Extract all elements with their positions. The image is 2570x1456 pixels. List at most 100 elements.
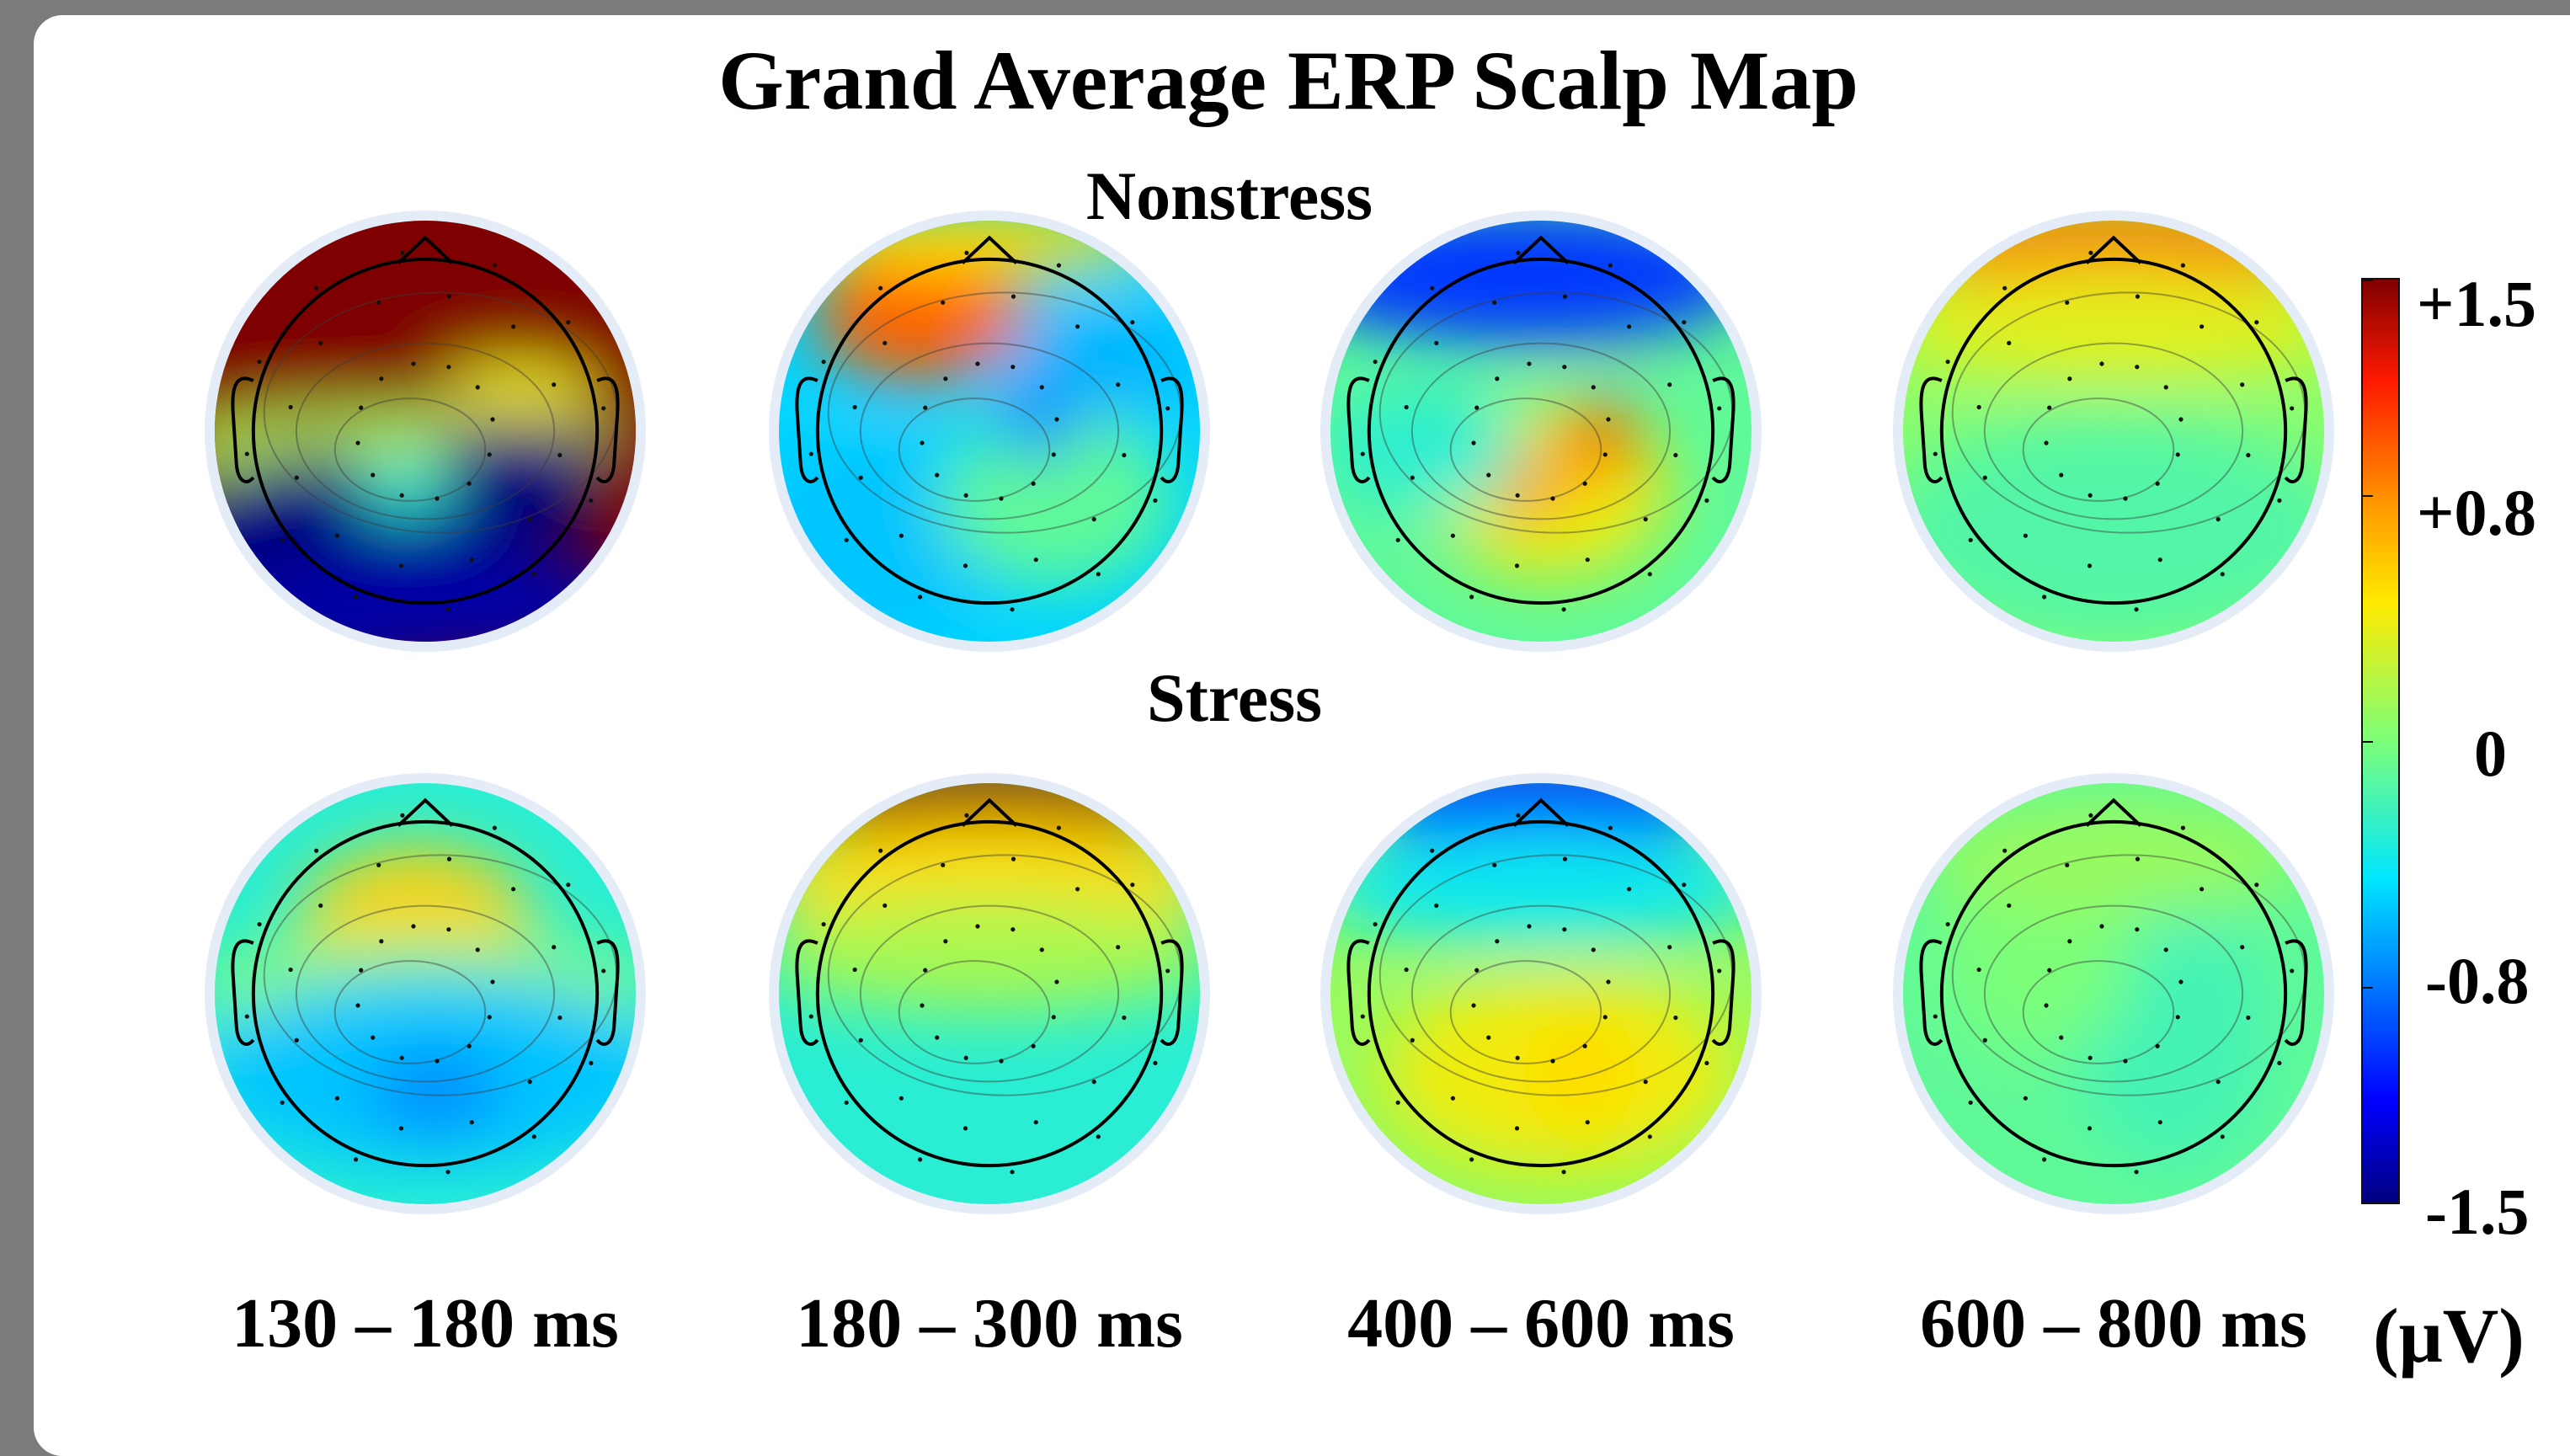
electrode-dot [1010,1170,1015,1175]
electrode-dot [1474,968,1480,973]
electrode-dot [469,557,474,563]
electrode-dot [1096,1134,1101,1139]
potential-region [1560,402,1639,480]
electrode-dot [917,595,923,600]
electrode-dot [1404,404,1409,410]
electrode-dot [2180,263,2186,268]
electrode-dot [1492,300,1497,305]
electrode-dot [1165,406,1170,411]
electrode-dot [2178,417,2183,422]
electrode-dot [963,493,968,498]
head-outline [1939,819,2288,1168]
electrode-dot [1130,320,1135,325]
electrode-dot [1591,947,1596,952]
contour-line [295,904,556,1083]
potential-region [1503,462,1559,518]
electrode-dot [1039,385,1044,390]
electrode-dot [1051,452,1056,457]
potential-region [941,411,1176,588]
electrode-dot [920,1003,925,1008]
contour-line [898,397,1051,502]
electrode-dot [1165,968,1170,973]
electrode-dot [2088,813,2093,818]
electrode-dot [1982,475,1987,480]
electrode-dot [2175,1015,2180,1020]
electrode-dot [257,359,262,365]
electrode-dot [398,563,404,568]
electrode-dot [435,1059,440,1064]
electrode-dot [1430,285,1435,291]
potential-region [813,245,1029,382]
electrode-dot [2023,1096,2028,1101]
electrode-dot [2041,1157,2047,1162]
colorbar-tick [2363,741,2373,743]
electrode-dot [2163,385,2168,390]
head-outline [815,257,1164,605]
electrode-dot [1673,1015,1678,1021]
electrode-dot [1122,452,1127,458]
electrode-dot [1010,927,1016,932]
row-label-stress: Stress [1146,659,1323,736]
contour-line [2022,397,2175,502]
electrode-dot [1410,475,1415,480]
electrode-dot [2135,927,2140,932]
colorbar-tick [2363,987,2373,989]
electrode-dot [1945,921,1950,927]
electrode-dot [2215,517,2221,522]
electrode-dot [2220,1134,2225,1139]
potential-field [1330,221,1752,642]
electrode-dot [1430,848,1435,853]
figure-title: Grand Average ERP Scalp Map [718,34,1858,127]
electrode-dot [359,405,364,410]
electrode-dot [1010,365,1016,370]
potential-field [1903,783,2324,1204]
electrode-dot [1010,856,1016,861]
colorbar-unit-label: (μV) [2373,1293,2525,1379]
electrode-dot [1395,537,1400,542]
nose-icon [2085,235,2142,264]
colorbar-tick-label: -1.5 [2425,1175,2530,1248]
potential-field [779,221,1200,642]
potential-field [779,783,1200,1204]
contour-line [1983,904,2244,1083]
electrode-dot [469,1120,474,1125]
electrode-dot [445,1170,451,1175]
electrode-dot [411,361,416,366]
time-window-label-1: 130 – 180 ms [232,1284,619,1363]
scalp-map-1 [205,211,646,652]
electrode-dot [878,285,883,291]
electrode-dot [2023,533,2028,538]
colorbar [2361,278,2400,1204]
electrode-dot [858,1037,863,1043]
electrode-dot [244,451,249,456]
electrode-dot [1373,359,1378,365]
electrode-dot [962,1126,968,1131]
electrode-dot [314,848,319,853]
electrode-dot [1031,1043,1036,1048]
electrode-dot [411,924,416,929]
scalp-map-8 [1893,773,2334,1214]
electrode-dot [334,1096,339,1101]
electrode-dot [400,250,405,255]
electrode-dot [589,498,594,504]
electrode-dot [1717,968,1722,973]
electrode-dot [2199,887,2205,892]
head-outline [1939,257,2288,605]
electrode-dot [920,440,925,445]
electrode-dot [962,563,968,568]
electrode-dot [2199,324,2205,329]
electrode-dot [1982,1037,1987,1043]
potential-region [779,896,1200,1014]
electrode-dot [1582,481,1587,486]
electrode-dot [492,263,498,268]
electrode-dot [1516,813,1521,818]
electrode-dot [1091,1080,1096,1085]
electrode-dot [492,825,498,830]
electrode-dot [821,921,826,927]
electrode-dot [852,967,857,973]
electrode-dot [2067,376,2072,381]
electrode-dot [353,1157,359,1162]
electrode-dot [2041,595,2047,600]
left-ear-icon [1919,376,1943,483]
electrode-dot [1673,452,1678,458]
